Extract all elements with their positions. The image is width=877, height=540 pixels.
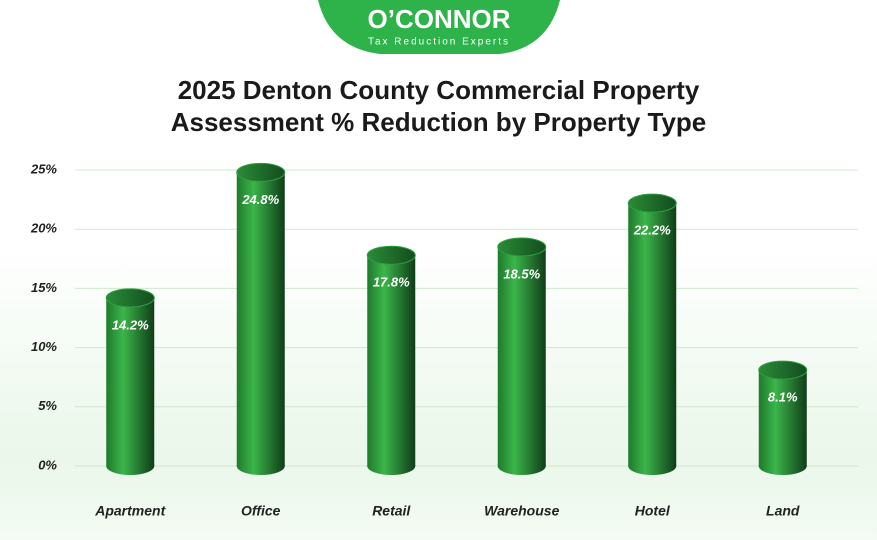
logo-tagline: Tax Reduction Experts — [368, 37, 510, 48]
bar-top — [497, 237, 547, 257]
value-label: 22.2% — [633, 223, 671, 238]
bar-top — [758, 360, 808, 380]
bar — [367, 255, 416, 466]
bar-top — [236, 162, 286, 182]
y-tick-label: 20% — [30, 221, 57, 236]
value-label: 18.5% — [503, 266, 540, 281]
x-tick-label: Hotel — [635, 503, 671, 519]
value-label: 8.1% — [768, 390, 798, 405]
bar — [628, 203, 677, 467]
logo-badge — [318, 0, 560, 54]
x-tick-label: Office — [241, 503, 281, 519]
y-tick-label: 25% — [30, 161, 57, 176]
bar-top — [366, 245, 416, 265]
value-label: 14.2% — [112, 317, 149, 332]
bar — [497, 246, 546, 466]
logo-name: O’CONNOR — [368, 4, 511, 34]
y-tick-label: 10% — [31, 339, 57, 354]
bar — [758, 370, 807, 466]
bar — [236, 172, 285, 467]
bar — [106, 297, 155, 466]
value-label: 24.8% — [241, 192, 279, 207]
x-tick-label: Retail — [372, 503, 411, 519]
y-tick-label: 5% — [38, 398, 57, 413]
y-tick-label: 0% — [38, 457, 57, 472]
x-tick-label: Land — [766, 503, 800, 519]
y-tick-label: 15% — [31, 280, 57, 295]
x-tick-label: Apartment — [94, 503, 166, 519]
bar-top — [105, 288, 155, 308]
value-label: 17.8% — [373, 275, 410, 290]
chart-title: 2025 Denton County Commercial Property A… — [170, 75, 707, 137]
x-tick-label: Warehouse — [484, 503, 559, 519]
bar-top — [627, 193, 677, 213]
